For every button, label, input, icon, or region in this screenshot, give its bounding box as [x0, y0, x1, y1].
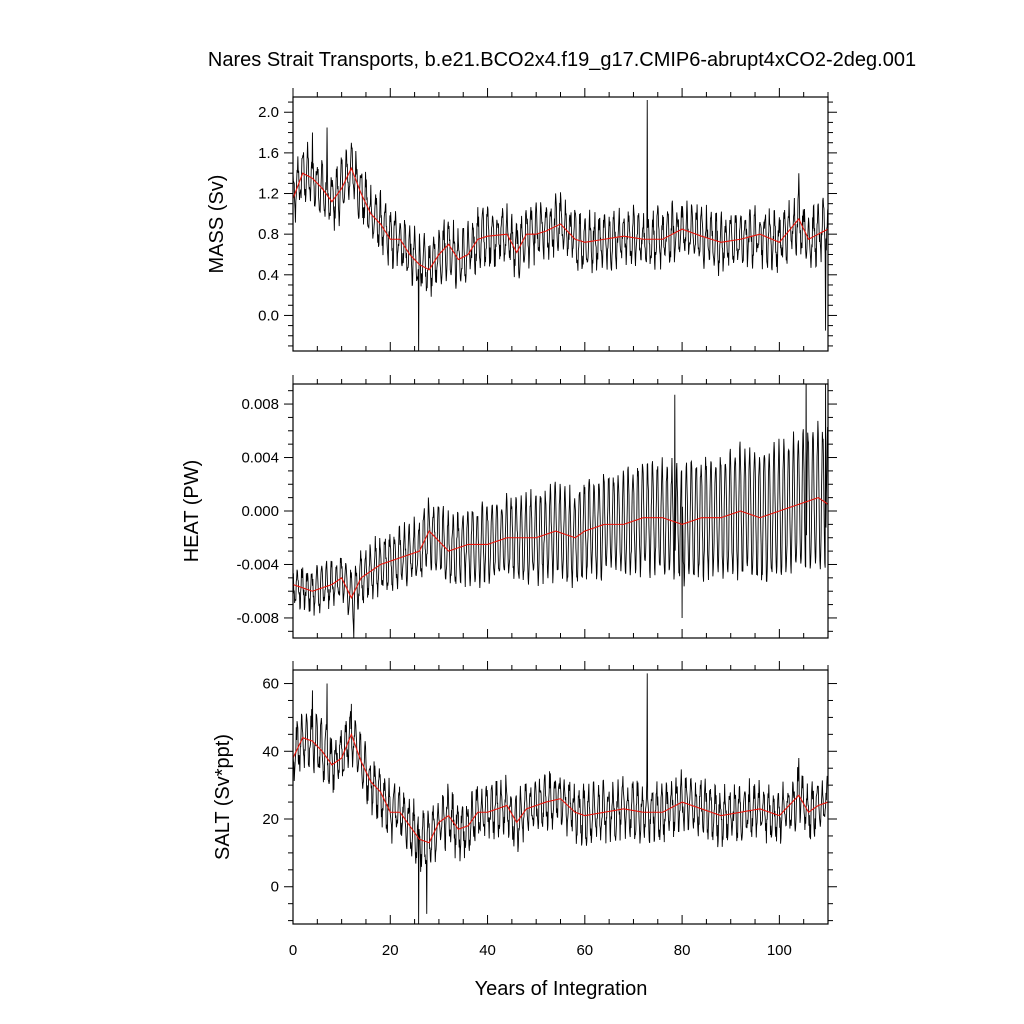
monthly-series-heat	[293, 384, 828, 638]
annual-mean-series-heat	[293, 497, 828, 600]
x-tick-label: 60	[576, 942, 593, 959]
y-tick-label: 0.008	[241, 396, 279, 413]
annual-mean-series-salt	[293, 732, 828, 844]
y-tick-label: 0.000	[241, 503, 279, 520]
y-tick-label: -0.008	[236, 610, 279, 627]
y-tick-label: -0.004	[236, 556, 279, 573]
x-tick-label: 80	[674, 942, 691, 959]
x-axis-label: Years of Integration	[475, 978, 648, 1000]
y-tick-label: 0.004	[241, 450, 279, 467]
y-tick-label: 40	[262, 743, 279, 760]
monthly-series-salt	[293, 673, 828, 924]
x-tick-label: 100	[767, 942, 792, 959]
chart-title: Nares Strait Transports, b.e21.BCO2x4.f1…	[208, 49, 916, 71]
y-tick-label: 2.0	[258, 104, 279, 121]
y-tick-label: 0.0	[258, 307, 279, 324]
annual-mean-series-mass	[293, 166, 828, 271]
y-tick-label: 1.2	[258, 186, 279, 203]
y-tick-label: 60	[262, 676, 279, 693]
monthly-series-mass	[293, 100, 828, 351]
x-tick-label: 40	[479, 942, 496, 959]
y-tick-label: 20	[262, 811, 279, 828]
y-tick-label: 1.6	[258, 145, 279, 162]
x-tick-label: 0	[289, 942, 297, 959]
y-tick-label: 0.8	[258, 226, 279, 243]
y-tick-label: 0.4	[258, 267, 279, 284]
panel-mass: 0.0 0.4 0.8 1.2 1.6 2.0 MASS (Sv)	[206, 88, 837, 352]
y-tick-label: 0	[271, 879, 279, 896]
y-axis-label-salt: SALT (Sv*ppt)	[212, 734, 234, 860]
panel-salt: 0 20 40 60 SALT (Sv*ppt) 0 20 40 60 80 100	[212, 661, 837, 959]
y-axis-label-mass: MASS (Sv)	[206, 175, 228, 274]
x-tick-label: 20	[382, 942, 399, 959]
y-axis-label-heat: HEAT (PW)	[181, 460, 203, 563]
panel-heat: -0.008 -0.004 0.000 0.004 0.008 HEAT (PW)	[181, 375, 837, 639]
